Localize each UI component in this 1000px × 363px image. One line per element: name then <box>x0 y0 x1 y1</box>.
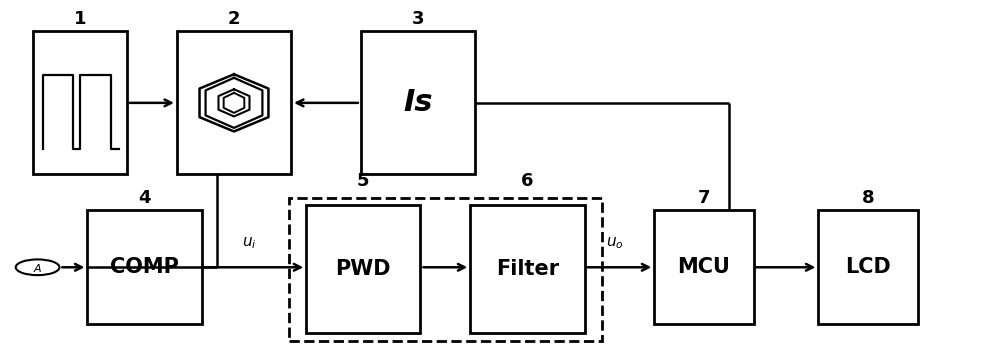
Text: 1: 1 <box>74 10 86 28</box>
Text: 8: 8 <box>862 188 874 207</box>
Text: MCU: MCU <box>677 257 730 277</box>
Bar <box>289 197 602 340</box>
Text: LCD: LCD <box>845 257 891 277</box>
Text: PWD: PWD <box>336 259 391 279</box>
Bar <box>87 210 202 325</box>
Text: $u_o$: $u_o$ <box>606 236 623 251</box>
Text: 7: 7 <box>698 188 710 207</box>
Text: 4: 4 <box>138 188 151 207</box>
Text: A: A <box>34 264 41 274</box>
Bar <box>361 31 475 174</box>
Bar <box>306 205 420 333</box>
Text: 6: 6 <box>521 172 534 191</box>
Text: Filter: Filter <box>496 259 559 279</box>
Text: 3: 3 <box>412 10 424 28</box>
Text: Is: Is <box>403 88 433 117</box>
Text: COMP: COMP <box>110 257 179 277</box>
Bar <box>818 210 918 325</box>
Text: 5: 5 <box>357 172 370 191</box>
Bar <box>177 31 291 174</box>
Bar <box>33 31 127 174</box>
Bar <box>654 210 754 325</box>
Text: 2: 2 <box>228 10 240 28</box>
Text: $u_i$: $u_i$ <box>242 236 256 251</box>
Bar <box>470 205 585 333</box>
